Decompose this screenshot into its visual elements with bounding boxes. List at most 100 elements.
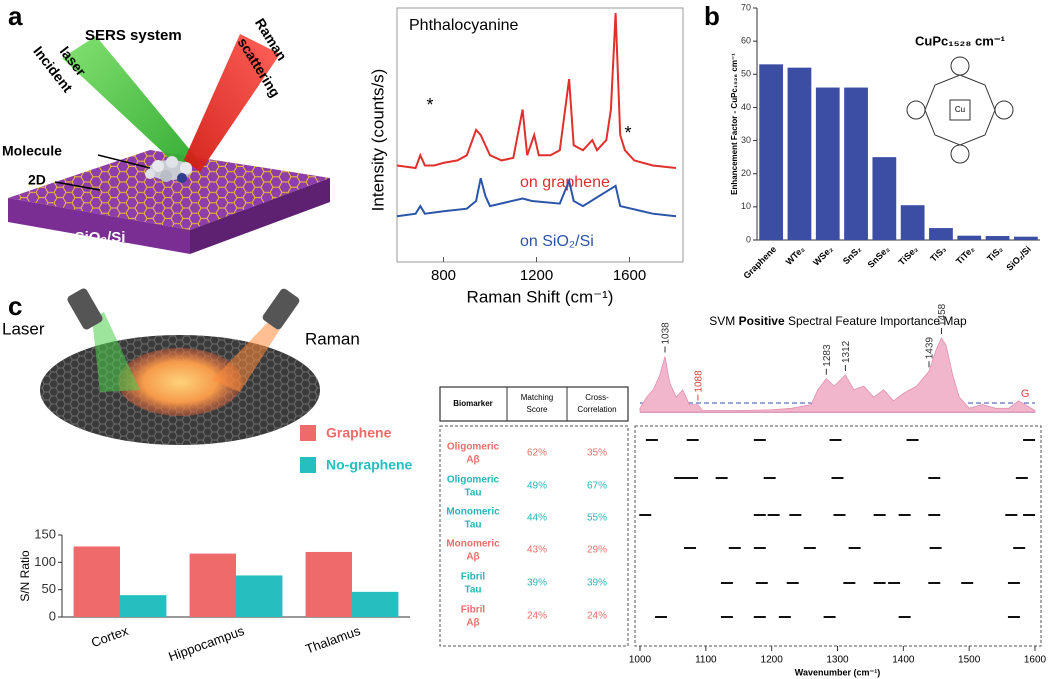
table-cell: 44% <box>527 513 547 524</box>
legend-swatch <box>300 457 316 473</box>
diagram-label: Laser <box>2 319 45 338</box>
x-tick-label: SnS₂ <box>841 244 863 266</box>
bar <box>929 228 953 240</box>
x-tick-label: 1600 <box>613 267 646 284</box>
diagram-title: SERS system <box>85 27 182 44</box>
biomarker-name: Aβ <box>466 455 479 466</box>
y-tick-label: 10 <box>741 201 751 211</box>
panel-label: c <box>8 291 22 321</box>
y-tick-label: 150 <box>34 526 56 541</box>
diagram-label: Molecule <box>2 143 62 159</box>
series-label: on graphene <box>520 174 610 191</box>
bar <box>815 87 840 241</box>
peak-label: 1283 <box>822 344 833 367</box>
x-tick-label: Graphene <box>741 244 778 281</box>
molecule-atom: Cu <box>955 105 965 114</box>
importance-area <box>639 337 1036 413</box>
table-body-frame <box>439 425 629 647</box>
table-cell: 67% <box>587 481 607 492</box>
table-cell: 49% <box>527 481 547 492</box>
legend-label: Graphene <box>326 425 392 441</box>
bar <box>1013 236 1038 240</box>
biomarker-name: Aβ <box>466 552 479 563</box>
x-tick-label: SiO₂/Si <box>1004 244 1033 273</box>
band-label: G <box>1021 388 1030 400</box>
y-tick-label: 50 <box>42 581 56 596</box>
biomarker-name: Tau <box>464 488 481 499</box>
x-tick-label: TiS₂ <box>985 244 1005 264</box>
bar <box>73 546 120 617</box>
table-cell: 24% <box>587 611 607 622</box>
biomarker-name: Fibril <box>461 572 486 583</box>
bar <box>189 553 236 617</box>
diagram-label: Raman <box>305 329 360 348</box>
peak-label: 1458 <box>937 303 948 326</box>
table-header: Matching <box>521 393 553 402</box>
y-tick-label: 100 <box>34 554 56 569</box>
bar <box>872 157 897 240</box>
y-tick-label: 40 <box>741 102 751 112</box>
bar <box>236 575 283 617</box>
biomarker-name: Aβ <box>466 618 479 629</box>
spectrum-line <box>396 177 677 218</box>
title-part: Spectral Feature Importance Map <box>785 314 967 328</box>
y-axis-label: Intensity (counts/s) <box>368 69 387 212</box>
table-header: Biomarker <box>453 399 493 408</box>
x-tick-label: 1200 <box>520 267 553 284</box>
table-cell: 29% <box>587 545 607 556</box>
x-tick-label: 1400 <box>892 655 915 666</box>
table-cell: 39% <box>527 578 547 589</box>
biomarker-name: Monomeric <box>446 539 500 550</box>
annotation: * <box>624 123 631 143</box>
x-tick-label: TiTe₂ <box>954 244 976 266</box>
biomarker-name: Oligomeric <box>447 442 500 453</box>
biomarker-name: Tau <box>464 520 481 531</box>
y-tick-label: 0 <box>746 234 751 244</box>
peak-label: 1088 <box>694 370 705 393</box>
scattered-beam <box>184 34 280 172</box>
plot-frame <box>396 7 684 263</box>
chart-title: Phthalocyanine <box>409 17 519 34</box>
molecule-cluster <box>145 156 192 183</box>
x-tick-label: 1300 <box>826 655 849 666</box>
diagram-label: 2D <box>28 172 46 188</box>
biomarker-name: Oligomeric <box>447 475 500 486</box>
x-tick-label: WTe₂ <box>784 244 807 267</box>
series-label: on SiO₂/Si <box>520 233 594 250</box>
bar <box>787 67 812 241</box>
table-header: Score <box>527 405 548 414</box>
biomarker-name: Tau <box>464 585 481 596</box>
table-cell: 39% <box>587 578 607 589</box>
y-tick-label: 70 <box>741 2 751 12</box>
biomarker-name: Fibril <box>461 605 486 616</box>
y-tick-label: 50 <box>741 69 751 79</box>
spectrum-line <box>396 13 677 170</box>
table-header: Correlation <box>577 405 616 414</box>
slab-side <box>190 178 330 254</box>
title-part: Positive <box>739 314 785 328</box>
biomarker-name: Monomeric <box>446 507 500 518</box>
legend-label: No-graphene <box>326 457 413 473</box>
brain-diagram <box>40 288 320 445</box>
y-tick-label: 20 <box>741 168 751 178</box>
x-tick-label: TiSe₂ <box>897 244 920 267</box>
x-tick-label: Hippocampus <box>166 623 246 664</box>
table-cell: 24% <box>527 611 547 622</box>
x-tick-label: 800 <box>431 267 456 284</box>
bar <box>844 87 868 241</box>
x-axis-label: Raman Shift (cm⁻¹) <box>467 287 614 306</box>
y-tick-label: 30 <box>741 135 751 145</box>
y-tick-label: 60 <box>741 36 751 46</box>
x-tick-label: 1500 <box>958 655 981 666</box>
x-tick-label: WSe₂ <box>811 244 835 268</box>
y-tick-label: 0 <box>49 608 56 623</box>
peak-label: 1038 <box>661 322 672 345</box>
peak-label: 1312 <box>841 340 852 363</box>
bar <box>900 205 925 240</box>
x-axis-label: Wavenumber (cm⁻¹) <box>795 667 880 677</box>
x-tick-label: 1100 <box>695 655 717 666</box>
panel-label: a <box>8 1 23 31</box>
bar <box>957 235 982 240</box>
graphene-lattice <box>8 150 330 230</box>
